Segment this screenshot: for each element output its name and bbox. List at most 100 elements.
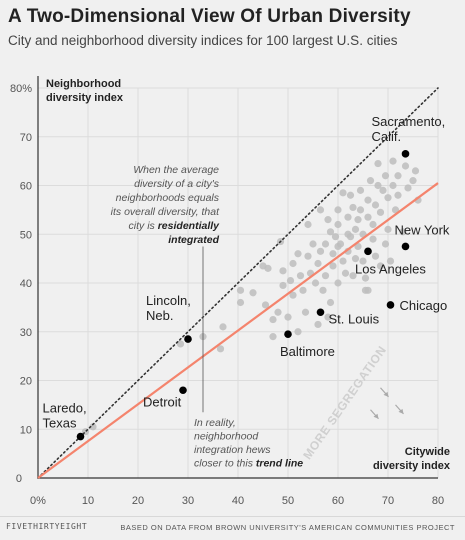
data-point	[339, 189, 347, 197]
y-tick-label: 40	[20, 278, 32, 290]
city-label: Baltimore	[280, 344, 335, 359]
data-point	[309, 240, 317, 248]
data-point	[286, 276, 295, 285]
highlight-point	[386, 301, 395, 309]
trend-annotation: closer to this trend line	[194, 458, 303, 470]
data-point	[321, 240, 330, 248]
x-tick-label: 30	[182, 495, 194, 507]
data-point	[354, 216, 362, 224]
data-point	[374, 181, 382, 190]
data-point	[289, 259, 297, 268]
city-label: St. Louis	[329, 311, 380, 326]
y-tick-label: 60	[20, 181, 32, 193]
y-tick-label: 80%	[10, 83, 32, 95]
equality-diagonal-line	[37, 87, 439, 479]
data-point	[364, 196, 372, 204]
data-point	[319, 286, 327, 294]
segregation-arrow-head	[398, 408, 404, 414]
data-point	[334, 220, 342, 229]
data-point	[339, 257, 347, 265]
data-point	[346, 191, 355, 199]
data-point	[404, 184, 412, 192]
data-point	[316, 247, 325, 255]
y-tick-label: 30	[20, 327, 32, 339]
footer-divider	[0, 516, 465, 517]
data-point	[374, 159, 382, 168]
data-point	[351, 255, 360, 263]
data-point	[366, 177, 375, 185]
data-point	[384, 225, 392, 233]
y-axis-label: Neighborhood	[46, 78, 121, 90]
integration-annotation: neighborhoods equals	[116, 192, 220, 204]
data-point	[391, 206, 400, 214]
data-point	[349, 272, 357, 280]
data-point	[379, 186, 387, 194]
x-tick-label: 40	[232, 495, 244, 507]
data-point	[261, 301, 270, 309]
data-point	[304, 220, 312, 229]
y-tick-label: 20	[20, 376, 32, 388]
city-label: Detroit	[143, 394, 182, 409]
data-point	[296, 272, 305, 280]
data-point	[326, 228, 335, 236]
x-tick-label: 50	[282, 495, 294, 507]
chart-title: A Two-Dimensional View Of Urban Diversit…	[8, 6, 411, 27]
data-point	[344, 213, 352, 221]
data-point	[349, 203, 357, 212]
data-point	[369, 235, 377, 243]
city-label: Neb.	[146, 308, 173, 323]
footer-brand: FIVETHIRTYEIGHT	[6, 522, 88, 531]
data-point	[284, 313, 292, 321]
data-point	[389, 157, 397, 165]
data-point	[279, 267, 287, 275]
data-point	[289, 291, 297, 299]
x-tick-label: 20	[132, 495, 144, 507]
data-point	[264, 264, 272, 272]
integration-annotation: its overall diversity, that	[111, 206, 220, 218]
data-point	[371, 201, 380, 209]
data-point	[356, 206, 365, 214]
y-tick-label: 0	[16, 473, 22, 485]
data-point	[381, 240, 390, 248]
highlight-point	[184, 335, 192, 343]
more-segregation-label: MORE SEGREGATION	[300, 343, 389, 462]
data-point	[364, 213, 372, 221]
data-point	[409, 177, 417, 185]
data-point	[346, 233, 355, 241]
trend-annotation: integration hews	[194, 444, 271, 456]
data-point	[359, 257, 367, 265]
city-label: Texas	[43, 416, 77, 431]
footer-source: BASED ON DATA FROM BROWN UNIVERSITY'S AM…	[120, 523, 455, 532]
data-point	[219, 323, 227, 331]
city-label: Lincoln,	[146, 293, 191, 308]
chart-subtitle: City and neighborhood diversity indices …	[8, 33, 398, 48]
highlight-point	[284, 330, 292, 338]
highlight-point	[316, 308, 325, 317]
data-point	[269, 315, 277, 324]
data-point	[381, 172, 390, 180]
y-tick-label: 10	[20, 424, 32, 436]
integration-annotation: When the average	[133, 164, 219, 176]
data-point	[311, 279, 320, 287]
city-label: Laredo,	[43, 401, 87, 416]
data-point	[299, 286, 307, 294]
data-point	[394, 172, 402, 180]
trend-line	[37, 182, 439, 479]
data-point	[236, 286, 245, 294]
data-point	[326, 298, 335, 307]
data-point	[389, 181, 397, 190]
data-point	[386, 257, 395, 265]
data-point	[384, 194, 392, 202]
data-point	[216, 345, 225, 353]
data-point	[279, 281, 287, 290]
x-tick-label: 60	[332, 495, 344, 507]
data-point	[394, 191, 402, 199]
data-point	[324, 216, 332, 224]
data-point	[294, 250, 302, 258]
highlight-point	[179, 386, 187, 395]
segregation-arrow-head	[373, 413, 379, 419]
data-point	[334, 279, 342, 287]
data-point	[324, 313, 332, 321]
x-tick-label: 70	[382, 495, 394, 507]
data-point	[401, 162, 410, 170]
